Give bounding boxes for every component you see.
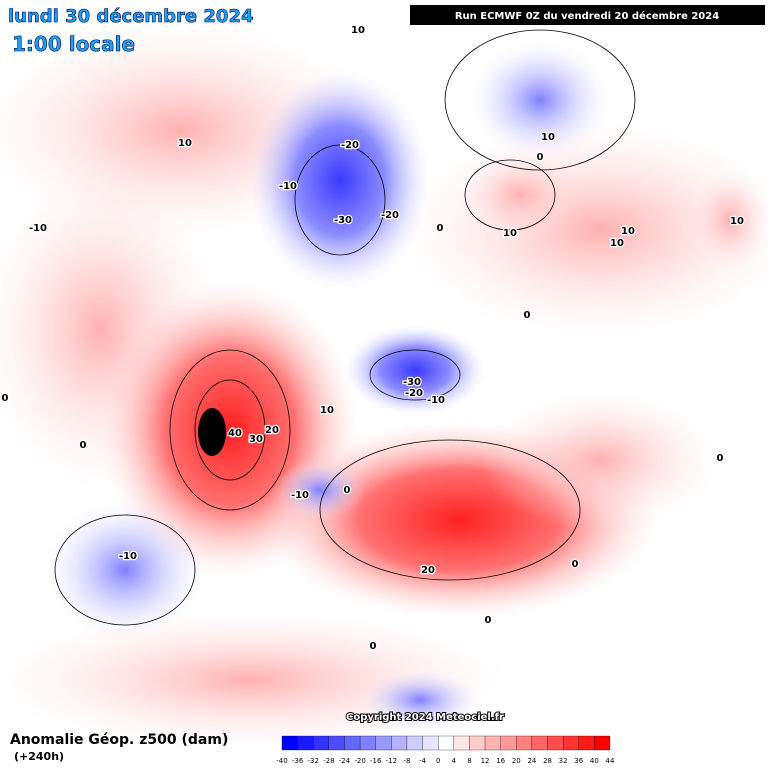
colorbar-label: -8 — [403, 757, 410, 765]
colorbar-swatch — [469, 735, 486, 751]
colorbar-label: -32 — [308, 757, 319, 765]
contour-label: 0 — [2, 393, 9, 404]
contour-label: -10 — [291, 490, 309, 501]
contour-label: -20 — [341, 140, 359, 151]
colorbar-swatch — [375, 735, 392, 751]
contour-label: 10 — [610, 238, 624, 249]
colorbar-label: 8 — [467, 757, 471, 765]
colorbar-label: -12 — [386, 757, 397, 765]
colorbar-swatch — [328, 735, 345, 751]
colorbar-swatch — [531, 735, 548, 751]
run-banner — [410, 5, 765, 25]
contour-label: 0 — [717, 453, 724, 464]
contour-label: -10 — [29, 223, 47, 234]
contour-label: 20 — [421, 565, 435, 576]
colorbar-label: 28 — [543, 757, 552, 765]
colorbar-swatch — [438, 735, 454, 751]
contour-label: 0 — [344, 485, 351, 496]
copyright: Copyright 2024 Meteociel.fr — [346, 712, 504, 723]
colorbar-label: 12 — [481, 757, 490, 765]
contour-label: 10 — [351, 25, 365, 36]
contour-label: 10 — [730, 216, 744, 227]
colorbar-label: 24 — [527, 757, 536, 765]
colorbar-label: 40 — [590, 757, 599, 765]
contour-label: -30 — [334, 215, 352, 226]
colorbar-swatch — [297, 735, 314, 751]
colorbar-label: 32 — [559, 757, 568, 765]
contour-label: 10 — [621, 226, 635, 237]
contour-label: 0 — [572, 559, 579, 570]
anomaly-field — [0, 20, 768, 750]
contour-label: 10 — [503, 228, 517, 239]
contour-label: 0 — [437, 223, 444, 234]
colorbar-label: 20 — [512, 757, 521, 765]
lead-time: (+240h) — [14, 750, 64, 763]
contours — [54, 29, 636, 626]
run-text: Run ECMWF 0Z du vendredi 20 décembre 202… — [455, 10, 719, 22]
colorbar-label: 4 — [452, 757, 457, 765]
contour-label: 0 — [524, 310, 531, 321]
contour-label: -10 — [427, 395, 445, 406]
colorbar-label: -36 — [292, 757, 304, 765]
colorbar-swatch — [578, 735, 595, 751]
colorbar-label: 16 — [496, 757, 505, 765]
contour-label: 0 — [485, 615, 492, 626]
contour-label: 40 — [228, 428, 242, 439]
colorbar-swatch — [516, 735, 533, 751]
colorbar-swatch — [359, 735, 376, 751]
colorbar-swatch — [562, 735, 579, 751]
colorbar: -40 -36 -32 -28 -24 -20 -16 -12 -8 -4 0 4 8 12 16 20 24 2… — [276, 735, 615, 765]
contour-label: -10 — [119, 551, 137, 562]
colorbar-swatch — [344, 735, 361, 751]
colorbar-swatch — [391, 735, 408, 751]
contour-label: 0 — [80, 440, 87, 451]
colorbar-swatch — [500, 735, 517, 751]
colorbar-swatch — [313, 735, 330, 751]
contour-label: 10 — [320, 405, 334, 416]
colorbar-label: -4 — [419, 757, 427, 765]
colorbar-label: -40 — [276, 757, 287, 765]
contour-label: 0 — [370, 641, 377, 652]
colorbar-swatch — [422, 735, 439, 751]
date-title: lundi 30 décembre 2024 — [8, 6, 254, 27]
colorbar-label: -16 — [370, 757, 382, 765]
colorbar-swatch — [594, 735, 611, 751]
contour-label: -20 — [381, 210, 399, 221]
colorbar-label: -28 — [323, 757, 334, 765]
contour-label: 0 — [537, 152, 544, 163]
contour-label: -30 — [403, 377, 421, 388]
contour-label: 10 — [178, 138, 192, 149]
contour-label: 10 — [541, 132, 555, 143]
colorbar-label: 0 — [436, 757, 440, 765]
contour-label: 30 — [249, 434, 263, 445]
colorbar-swatch — [547, 735, 564, 751]
contour-label: -20 — [405, 388, 423, 399]
colorbar-label: 36 — [574, 757, 583, 765]
contour-label: -10 — [279, 181, 297, 192]
colorbar-label: -20 — [354, 757, 365, 765]
colorbar-label: -24 — [339, 757, 351, 765]
field-title: Anomalie Géop. z500 (dam) — [10, 732, 228, 748]
colorbar-label: 44 — [606, 757, 615, 765]
colorbar-swatch — [406, 735, 423, 751]
contour-label: 20 — [265, 425, 279, 436]
colorbar-swatch — [453, 735, 470, 751]
colorbar-swatch — [281, 735, 298, 751]
time-title: 1:00 locale — [12, 32, 135, 56]
colorbar-swatch — [484, 735, 501, 751]
